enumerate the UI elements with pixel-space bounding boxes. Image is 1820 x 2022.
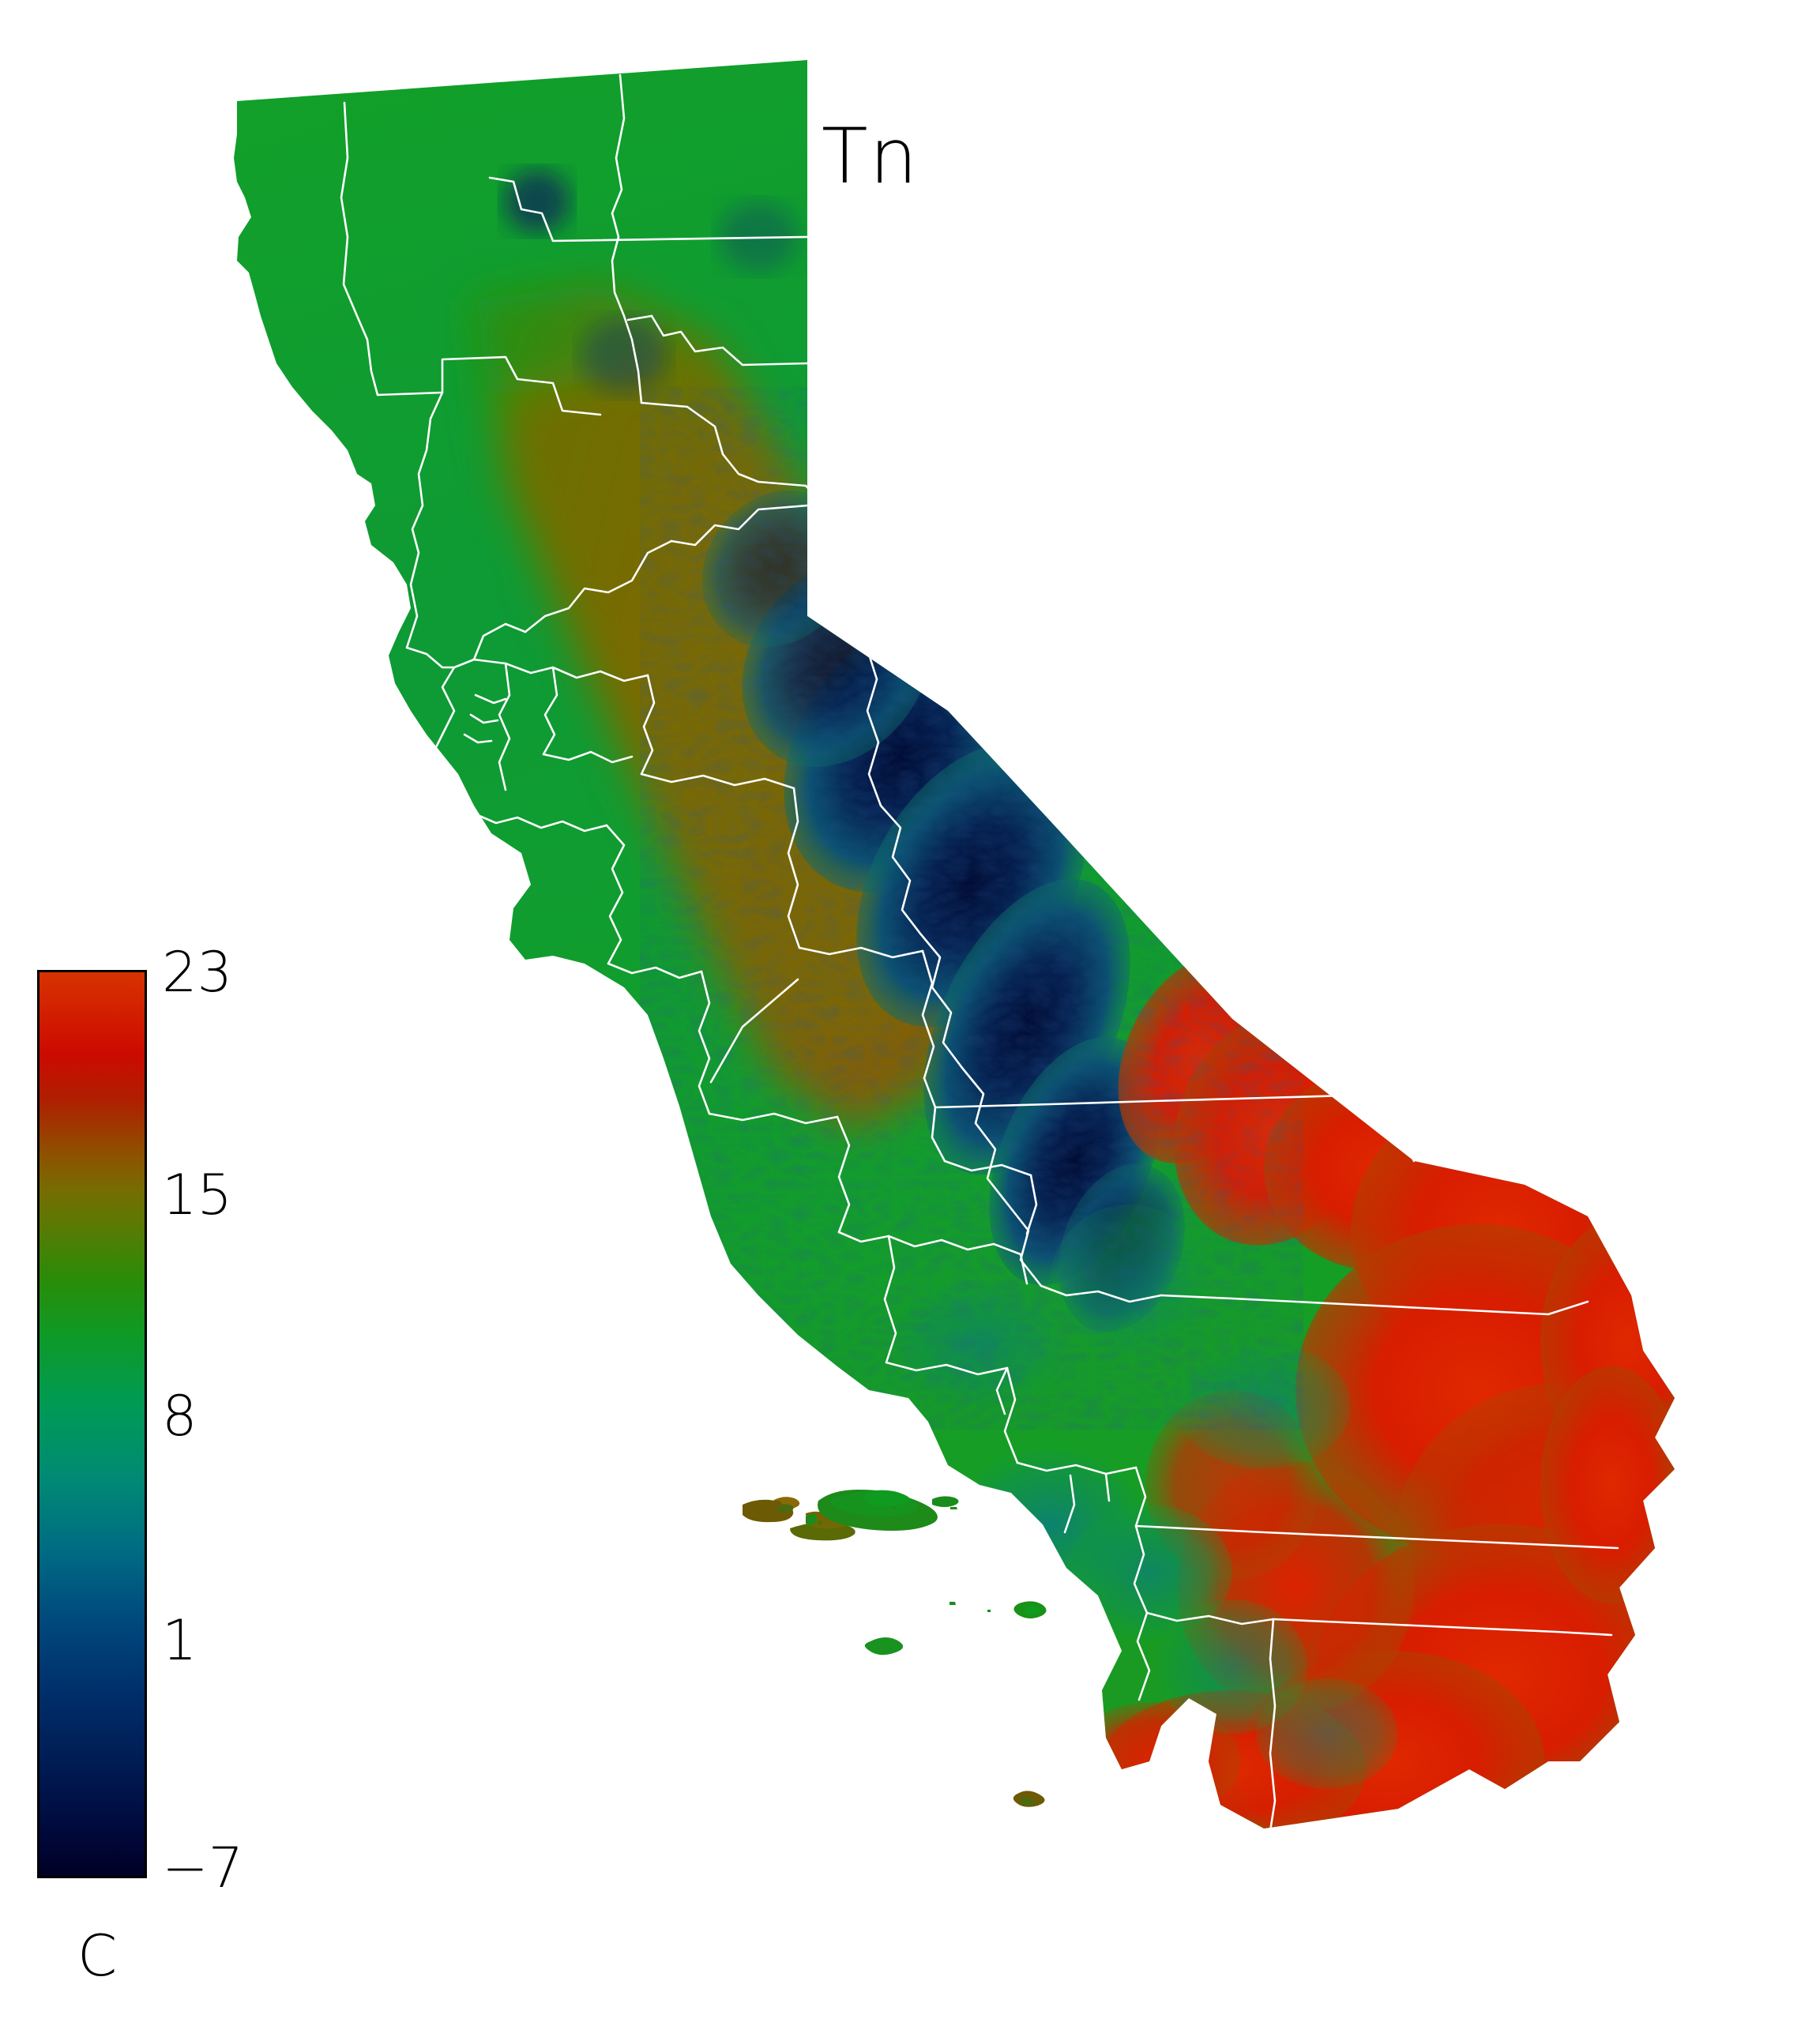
colorbar-tick-15: 15 xyxy=(162,1163,233,1227)
page-title: Tn xyxy=(822,112,919,201)
colorbar-tick-23: 23 xyxy=(162,940,233,1005)
colorbar-tick-minus7: −7 xyxy=(162,1836,244,1900)
state-raster xyxy=(234,60,1675,1828)
channel-islands xyxy=(743,1490,1047,1807)
colorbar-tick-1: 1 xyxy=(162,1608,197,1673)
colorbar-gradient[interactable] xyxy=(37,970,147,1878)
colorbar-unit-label: C xyxy=(77,1922,118,1989)
colorbar-tick-8: 8 xyxy=(162,1384,197,1449)
